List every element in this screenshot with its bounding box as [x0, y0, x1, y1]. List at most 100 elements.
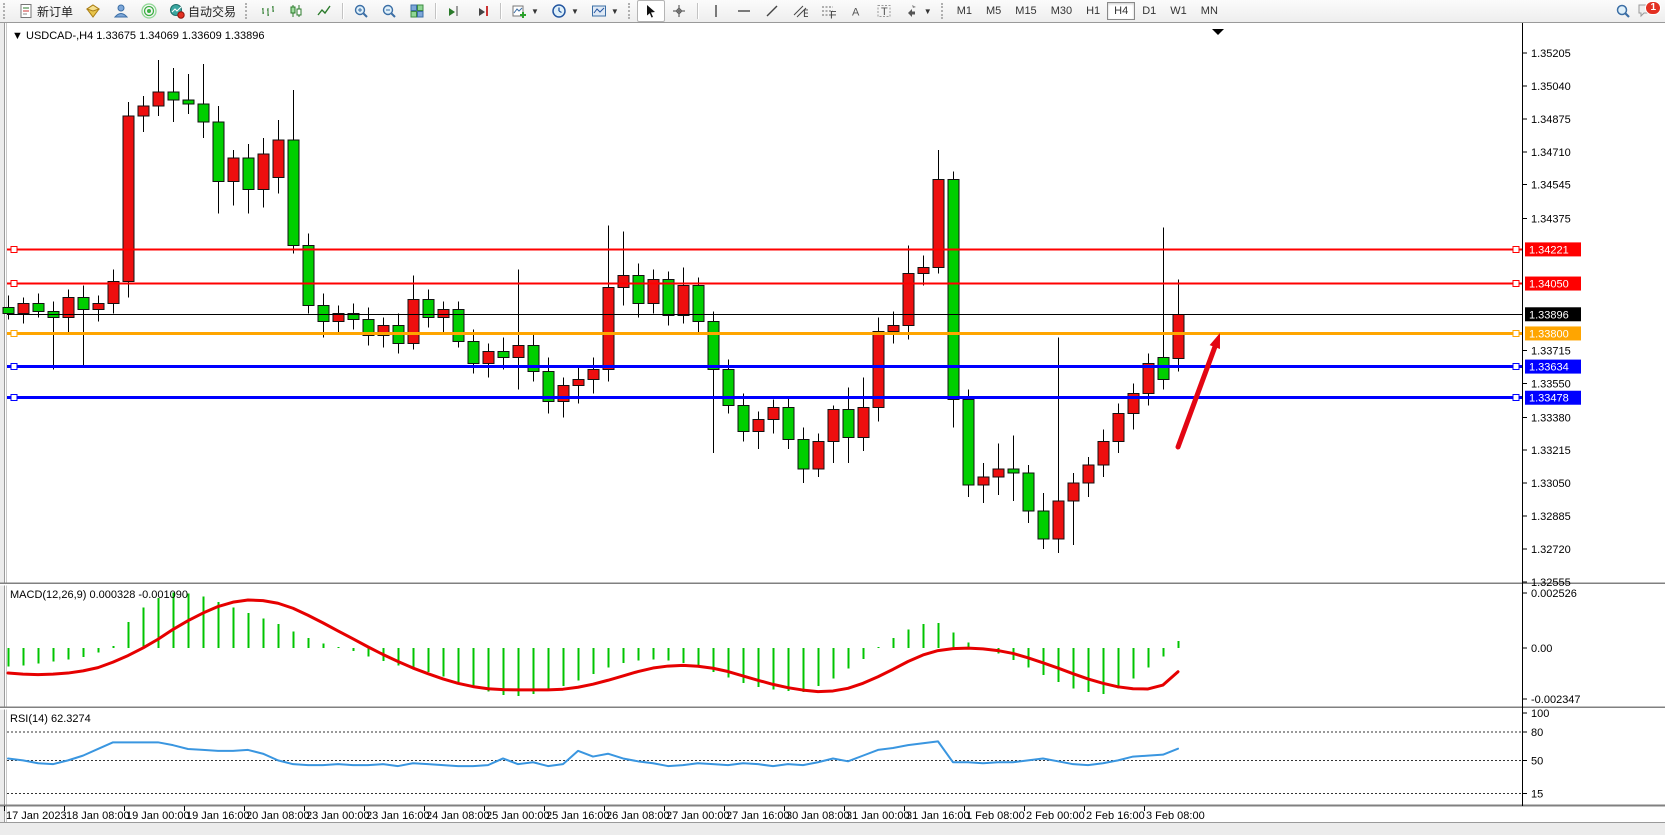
- scroll-to-end-marker[interactable]: [1212, 29, 1224, 35]
- deposit-button[interactable]: [79, 0, 107, 22]
- rsi-line: [7, 740, 1179, 768]
- timeframe-button-h4[interactable]: H4: [1107, 2, 1136, 20]
- deposit-icon: [85, 4, 101, 18]
- toolbar-grip[interactable]: [3, 3, 9, 19]
- equidistant-channel-button[interactable]: E: [786, 0, 814, 22]
- symbol-caret-icon[interactable]: ▼: [12, 30, 23, 42]
- chevron-down-icon: ▼: [923, 6, 932, 16]
- candle-body: [887, 324, 900, 332]
- candle-body: [362, 318, 375, 336]
- line-handle[interactable]: [10, 280, 18, 288]
- line-handle[interactable]: [1512, 363, 1520, 371]
- candle-body: [1142, 362, 1155, 394]
- accounts-button[interactable]: [107, 0, 135, 22]
- horizontal-lines: 1.34221 1.34050 1.33896 1.33800 1.33634 1.334…: [7, 242, 1581, 405]
- macd-tick-label: 0.002526: [1531, 588, 1577, 600]
- timeframe-button-m30[interactable]: M30: [1050, 5, 1073, 17]
- new-order-label: 新订单: [37, 4, 74, 19]
- svg-text:F: F: [830, 10, 836, 20]
- arrows-button[interactable]: ▼: [898, 0, 938, 22]
- timeframe-button-w1[interactable]: W1: [1170, 5, 1187, 17]
- templates-button[interactable]: ▼: [585, 0, 625, 22]
- line-handle[interactable]: [10, 394, 18, 402]
- timeframe-button-d1[interactable]: D1: [1142, 5, 1157, 17]
- trendline-button[interactable]: [758, 0, 786, 22]
- candle-body: [542, 370, 555, 402]
- candle-body: [122, 115, 135, 283]
- candle-body: [1097, 440, 1110, 466]
- macd-panel: 0.002526 0.00 -0.002347 MACD(12,26,9) 0.000…: [6, 588, 1581, 706]
- candle-body: [407, 299, 420, 344]
- timeframe-button-m5[interactable]: M5: [986, 5, 1002, 17]
- macd-tick-label: 0.00: [1531, 643, 1552, 655]
- signals-button[interactable]: [135, 0, 163, 22]
- new-order-icon: [20, 4, 32, 18]
- rsi-label: RSI(14) 62.3274: [10, 713, 91, 725]
- candle-body: [77, 297, 90, 310]
- toolbar-grip[interactable]: [940, 3, 947, 19]
- crosshair-button[interactable]: [665, 0, 693, 22]
- bar-chart-button[interactable]: [254, 0, 282, 22]
- vertical-line-button[interactable]: [702, 0, 730, 22]
- candle-body: [152, 91, 165, 107]
- signals-icon: [141, 3, 157, 19]
- line-chart-icon: [317, 5, 331, 16]
- zoom-in-button[interactable]: [347, 0, 375, 22]
- candle-body: [497, 350, 510, 358]
- candle-body: [902, 273, 915, 326]
- candle-body: [752, 418, 765, 432]
- toolbar-grip[interactable]: [245, 3, 251, 19]
- zoom-out-icon: [382, 4, 396, 18]
- time-tick-label: 25 Jan 16:00: [546, 810, 610, 822]
- line-handle[interactable]: [1512, 280, 1520, 288]
- notifications-button[interactable]: 1: [1637, 1, 1661, 20]
- horizontal-line-button[interactable]: [730, 0, 758, 22]
- tile-windows-button[interactable]: [403, 0, 431, 22]
- line-handle[interactable]: [1512, 394, 1520, 402]
- search-icon[interactable]: [1615, 3, 1631, 19]
- toolbar-grip[interactable]: [627, 3, 634, 19]
- new-order-button[interactable]: 新订单: [12, 0, 79, 22]
- candlestick-chart-button[interactable]: [282, 0, 310, 22]
- line-handle[interactable]: [10, 363, 18, 371]
- time-tick-label: 31 Jan 00:00: [846, 810, 910, 822]
- arrow-annotation-head[interactable]: [1209, 333, 1220, 349]
- auto-scroll-button[interactable]: [440, 0, 468, 22]
- line-handle[interactable]: [1512, 329, 1520, 337]
- candle-body: [1172, 313, 1185, 359]
- line-handle[interactable]: [10, 245, 18, 253]
- zoom-out-button[interactable]: [375, 0, 403, 22]
- timeframe-button-mn[interactable]: MN: [1200, 5, 1218, 17]
- time-tick-label: 17 Jan 2023: [6, 810, 67, 822]
- candle-body: [677, 285, 690, 316]
- cursor-button[interactable]: [636, 0, 665, 22]
- autotrading-label: 自动交易: [188, 4, 237, 19]
- price-tick-label: 1.33215: [1531, 445, 1571, 457]
- macd-signal-line: [6, 598, 1180, 694]
- line-handle[interactable]: [10, 329, 18, 337]
- accounts-icon: [113, 4, 129, 18]
- equidistant-channel-icon: E: [793, 5, 808, 19]
- arrow-annotation[interactable]: [1175, 344, 1218, 450]
- line-handle[interactable]: [1512, 245, 1520, 253]
- timeframe-button-m1[interactable]: M1: [956, 5, 972, 17]
- timeframe-button-h1[interactable]: H1: [1086, 5, 1101, 17]
- time-tick-label: 3 Feb 08:00: [1146, 810, 1205, 822]
- new-chart-button[interactable]: ▼: [505, 0, 545, 22]
- candle-body: [182, 99, 195, 105]
- autotrading-button[interactable]: 自动交易: [163, 0, 242, 22]
- svg-text:E: E: [803, 8, 808, 19]
- candle-body: [857, 406, 870, 438]
- chart-shift-button[interactable]: [468, 0, 496, 22]
- fibonacci-button[interactable]: F: [814, 0, 842, 22]
- macd-tick-label: -0.002347: [1531, 694, 1581, 706]
- candle-body: [617, 275, 630, 289]
- text-label-button[interactable]: T: [870, 0, 898, 22]
- text-button[interactable]: A: [842, 0, 870, 22]
- horizontal-line-icon: [737, 10, 750, 12]
- line-chart-button[interactable]: [310, 0, 338, 22]
- periods-button[interactable]: ▼: [545, 0, 585, 22]
- timeframe-button-m15[interactable]: M15: [1015, 5, 1037, 17]
- candle-body: [212, 121, 225, 183]
